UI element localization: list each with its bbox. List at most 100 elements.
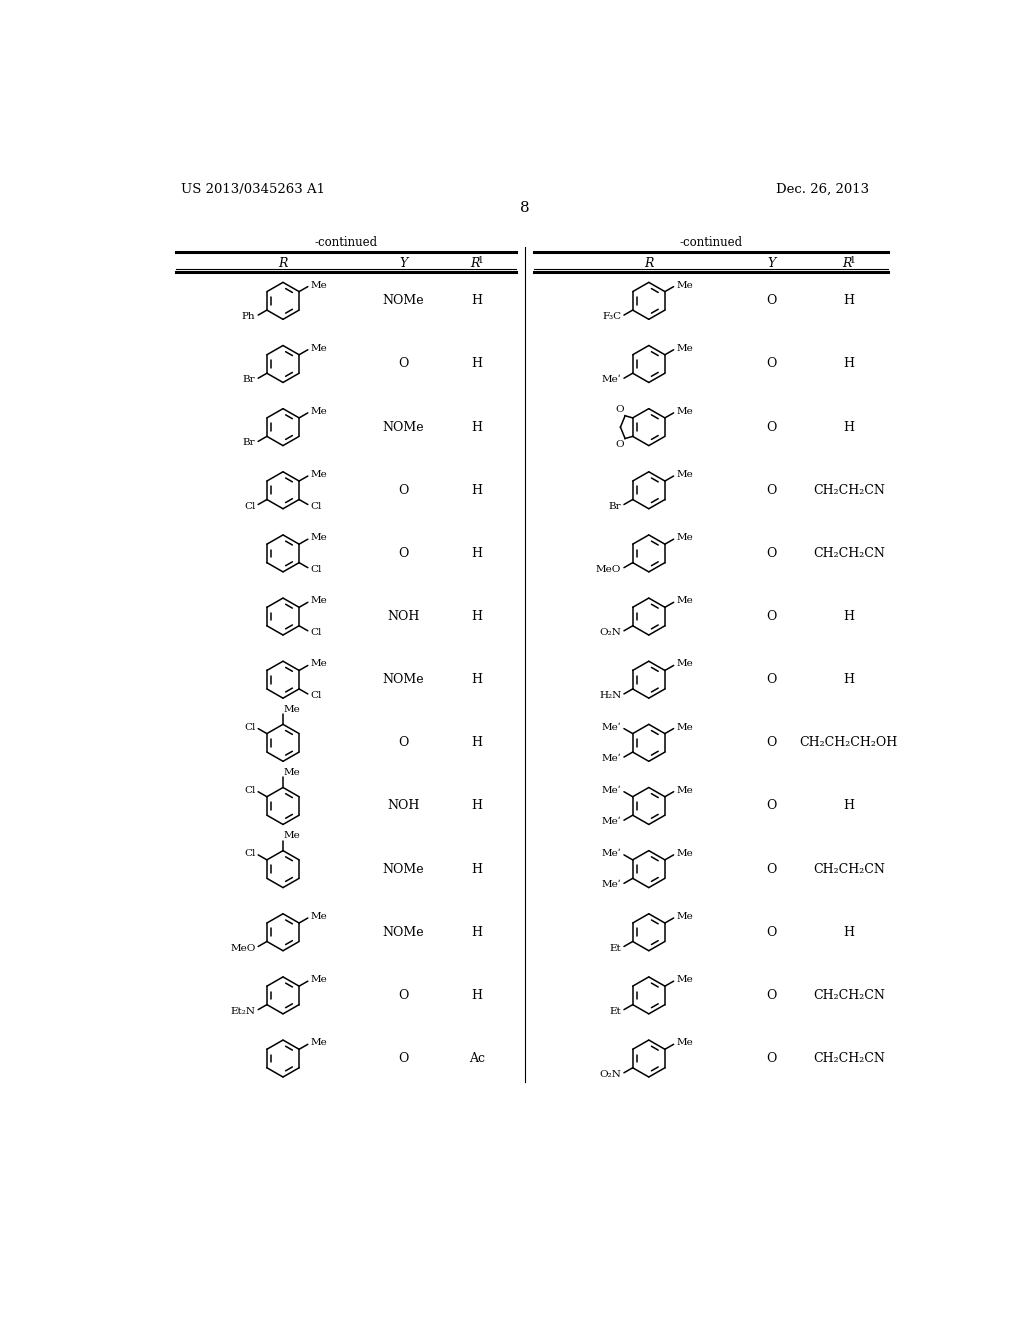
Text: NOMe: NOMe (382, 294, 424, 308)
Text: MeO: MeO (230, 944, 255, 953)
Text: R: R (470, 257, 479, 271)
Text: Meʹ: Meʹ (602, 849, 622, 858)
Text: H: H (843, 358, 854, 371)
Text: NOMe: NOMe (382, 862, 424, 875)
Text: H: H (843, 610, 854, 623)
Text: CH₂CH₂CN: CH₂CH₂CN (813, 483, 885, 496)
Text: H: H (471, 989, 482, 1002)
Text: CH₂CH₂CN: CH₂CH₂CN (813, 989, 885, 1002)
Text: Me: Me (310, 975, 328, 985)
Text: O: O (398, 358, 409, 371)
Text: H: H (471, 737, 482, 750)
Text: Meʹ: Meʹ (602, 722, 622, 731)
Text: Cl: Cl (244, 502, 255, 511)
Text: Me: Me (676, 912, 693, 921)
Text: Cl: Cl (310, 628, 322, 636)
Text: Me: Me (676, 281, 693, 289)
Text: H: H (471, 294, 482, 308)
Text: NOH: NOH (387, 800, 419, 813)
Text: O: O (766, 610, 776, 623)
Text: Me: Me (310, 281, 328, 289)
Text: CH₂CH₂CN: CH₂CH₂CN (813, 546, 885, 560)
Text: H: H (843, 294, 854, 308)
Text: O: O (766, 421, 776, 434)
Text: Meʹ: Meʹ (602, 754, 622, 763)
Text: O: O (398, 737, 409, 750)
Text: Me: Me (676, 1039, 693, 1047)
Text: Me: Me (310, 407, 328, 416)
Text: US 2013/0345263 A1: US 2013/0345263 A1 (180, 182, 325, 195)
Text: O: O (766, 483, 776, 496)
Text: O: O (766, 358, 776, 371)
Text: O: O (766, 800, 776, 813)
Text: Meʹ: Meʹ (602, 785, 622, 795)
Text: 1: 1 (850, 256, 855, 264)
Text: Br: Br (243, 438, 255, 447)
Text: O: O (766, 737, 776, 750)
Text: Me: Me (676, 849, 693, 858)
Text: O: O (766, 989, 776, 1002)
Text: Me: Me (676, 785, 693, 795)
Text: CH₂CH₂CN: CH₂CH₂CN (813, 1052, 885, 1065)
Text: Me: Me (676, 470, 693, 479)
Text: H: H (471, 673, 482, 686)
Text: H: H (471, 862, 482, 875)
Text: Et: Et (609, 944, 622, 953)
Text: Me: Me (676, 407, 693, 416)
Text: Me: Me (310, 912, 328, 921)
Text: O: O (766, 673, 776, 686)
Text: O: O (398, 1052, 409, 1065)
Text: Me: Me (310, 1039, 328, 1047)
Text: Ph: Ph (242, 312, 255, 321)
Text: Me: Me (676, 722, 693, 731)
Text: Me: Me (676, 533, 693, 543)
Text: Meʹ: Meʹ (602, 880, 622, 890)
Text: H: H (471, 421, 482, 434)
Text: CH₂CH₂CH₂OH: CH₂CH₂CH₂OH (800, 737, 898, 750)
Text: H: H (471, 546, 482, 560)
Text: O: O (615, 405, 625, 414)
Text: Me: Me (284, 705, 300, 714)
Text: Br: Br (243, 375, 255, 384)
Text: Et: Et (609, 1007, 622, 1015)
Text: R: R (644, 257, 653, 271)
Text: Dec. 26, 2013: Dec. 26, 2013 (776, 182, 869, 195)
Text: 8: 8 (520, 202, 529, 215)
Text: O: O (766, 294, 776, 308)
Text: Meʹ: Meʹ (602, 817, 622, 826)
Text: Me: Me (310, 533, 328, 543)
Text: Me: Me (676, 975, 693, 985)
Text: F₃C: F₃C (602, 312, 622, 321)
Text: H: H (843, 673, 854, 686)
Text: NOMe: NOMe (382, 421, 424, 434)
Text: Me: Me (310, 470, 328, 479)
Text: O₂N: O₂N (599, 1069, 622, 1078)
Text: Y: Y (399, 257, 408, 271)
Text: Ac: Ac (469, 1052, 484, 1065)
Text: Me: Me (310, 597, 328, 606)
Text: H: H (471, 925, 482, 939)
Text: Cl: Cl (244, 722, 255, 731)
Text: Br: Br (608, 502, 622, 511)
Text: Me: Me (284, 768, 300, 776)
Text: MeO: MeO (596, 565, 622, 574)
Text: O: O (615, 440, 625, 449)
Text: R: R (842, 257, 851, 271)
Text: Me: Me (676, 343, 693, 352)
Text: O: O (766, 1052, 776, 1065)
Text: Me: Me (310, 660, 328, 668)
Text: Me: Me (676, 597, 693, 606)
Text: 1: 1 (478, 256, 483, 264)
Text: R: R (279, 257, 288, 271)
Text: H: H (471, 800, 482, 813)
Text: Meʹ: Meʹ (602, 375, 622, 384)
Text: Cl: Cl (310, 565, 322, 574)
Text: O: O (398, 989, 409, 1002)
Text: H: H (843, 800, 854, 813)
Text: Me: Me (676, 660, 693, 668)
Text: O: O (766, 546, 776, 560)
Text: O: O (398, 546, 409, 560)
Text: Cl: Cl (244, 785, 255, 795)
Text: H: H (843, 421, 854, 434)
Text: -continued: -continued (314, 236, 377, 249)
